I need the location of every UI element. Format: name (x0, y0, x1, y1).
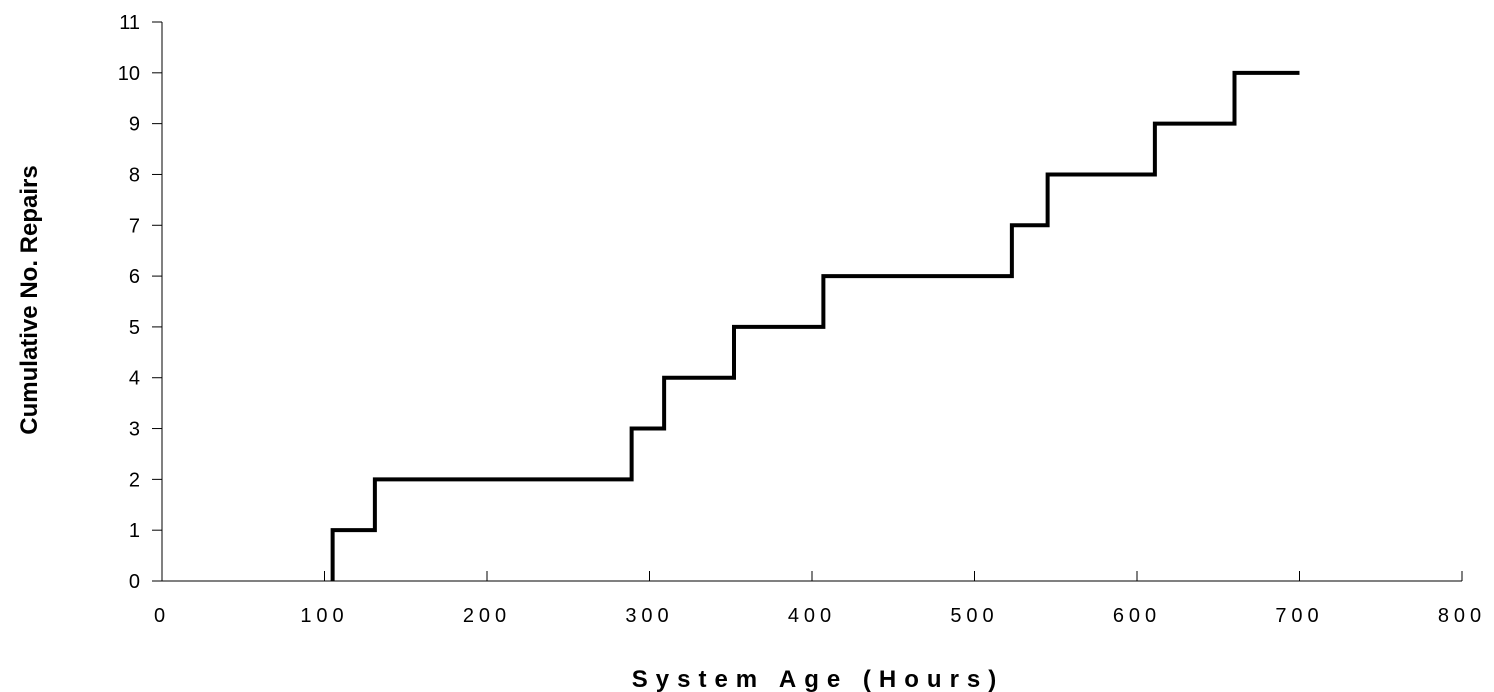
x-axis-title: System Age (Hours) (632, 666, 1005, 692)
y-tick-label: 6 (129, 266, 140, 288)
y-tick-label: 7 (129, 215, 140, 237)
x-tick-label: 300 (625, 605, 673, 627)
axes (161, 22, 1462, 582)
y-tick-label: 5 (129, 317, 140, 339)
x-axis-ticks: 0 100 200 300 400 500 600 700 800 (154, 571, 1486, 627)
y-tick-label: 3 (129, 419, 140, 441)
x-tick-label: 800 (1438, 605, 1486, 627)
y-tick-label: 8 (129, 164, 140, 186)
x-tick-label: 200 (463, 605, 511, 627)
cumulative-repairs-step-line (330, 70, 1300, 581)
x-tick-label: 700 (1275, 605, 1323, 627)
y-axis-ticks: 0 1 2 3 4 5 6 7 8 9 10 11 (118, 12, 162, 593)
x-tick-label: 100 (300, 605, 348, 627)
y-tick-label: 0 (129, 571, 140, 593)
x-tick-label: 500 (950, 605, 998, 627)
y-tick-label: 9 (129, 114, 140, 136)
y-tick-label: 10 (118, 63, 140, 85)
y-tick-label: 2 (129, 469, 140, 491)
y-tick-label: 4 (129, 368, 140, 390)
x-tick-label: 400 (788, 605, 836, 627)
y-tick-label: 1 (129, 520, 140, 542)
y-tick-label: 11 (119, 12, 140, 34)
x-tick-label: 600 (1113, 605, 1161, 627)
series-layer (330, 70, 1300, 581)
x-tick-label: 0 (154, 605, 170, 627)
y-axis-title: Cumulative No. Repairs (16, 165, 43, 434)
